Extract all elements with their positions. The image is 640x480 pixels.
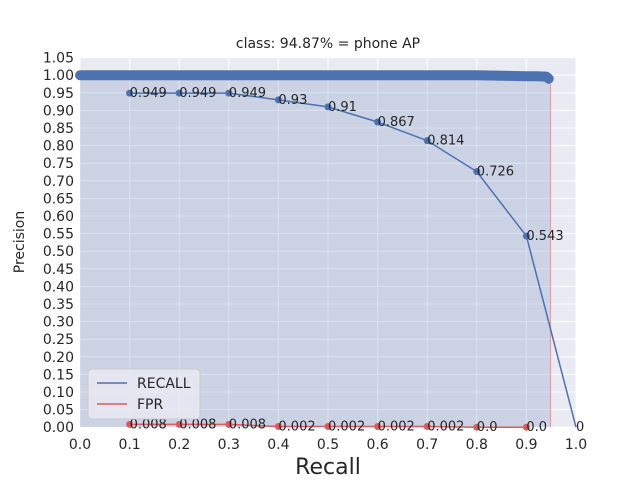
series-line-recall [129, 92, 577, 428]
x-tick-label: 0.5 [317, 437, 339, 453]
y-tick-label: 0.80 [43, 139, 74, 155]
series-layer [126, 89, 577, 431]
data-point-recall [374, 118, 382, 126]
x-tick-label: 0.4 [267, 437, 289, 453]
data-label-fpr: 0.008 [130, 417, 167, 432]
y-tick-label: 0.40 [43, 279, 74, 295]
y-tick-label: 0.60 [43, 209, 74, 225]
data-label-recall: 0.814 [427, 134, 464, 149]
y-tick-label: 1.05 [43, 51, 74, 67]
data-point-recall [522, 232, 530, 240]
chart-title: class: 94.87% = phone AP [236, 36, 420, 52]
y-tick-label: 0.55 [43, 227, 74, 243]
y-axis-label: Precision [12, 211, 28, 273]
y-tick-label: 1.00 [43, 68, 74, 84]
data-point-recall [324, 103, 332, 111]
data-label-recall: 0.543 [526, 229, 563, 244]
data-point-recall [175, 89, 183, 97]
data-point-recall [225, 89, 233, 97]
data-label-fpr: 0.002 [427, 419, 464, 434]
data-point-fpr [225, 420, 233, 428]
data-label-fpr: 0.008 [229, 417, 266, 432]
data-label-fpr: 0.008 [179, 417, 216, 432]
x-axis-ticks: 0.0 0.1 0.2 0.3 0.4 0.5 0.6 0.7 0.8 0.9 1.0 [69, 437, 587, 453]
y-axis-ticks: 0.000.05 0.10 0.150.20 0.250.30 0.35 0.400.45… [43, 51, 74, 437]
x-tick-label: 0.6 [366, 437, 388, 453]
y-tick-label: 0.70 [43, 174, 74, 190]
y-tick-label: 0.20 [43, 350, 74, 366]
data-point-recall [423, 137, 431, 145]
y-tick-label: 0.25 [43, 332, 74, 348]
data-point-recall [473, 168, 481, 176]
data-label-recall: 0.726 [477, 165, 514, 180]
y-tick-label: 0.75 [43, 156, 74, 172]
data-point-fpr [126, 420, 134, 428]
data-point-fpr [423, 422, 431, 430]
y-tick-label: 0.35 [43, 297, 74, 313]
y-tick-label: 0.30 [43, 315, 74, 331]
legend-label-recall: RECALL [137, 376, 191, 392]
data-label-fpr: 0.002 [378, 419, 415, 434]
x-tick-label: 0.7 [416, 437, 438, 453]
x-tick-label: 0.9 [515, 437, 537, 453]
legend-label-fpr: FPR [137, 397, 163, 413]
data-label-recall: 0.91 [328, 100, 357, 115]
x-tick-label: 0.3 [218, 437, 240, 453]
pr-curve [75, 70, 554, 84]
data-label-recall: 0.949 [229, 86, 266, 101]
data-label-recall: 0.949 [179, 86, 216, 101]
y-tick-label: 0.05 [43, 403, 74, 419]
data-point-fpr [374, 422, 382, 430]
y-tick-label: 0.85 [43, 121, 74, 137]
data-label-fpr: 0.0 [526, 420, 547, 435]
data-point-fpr [324, 422, 332, 430]
data-label-recall: 0.93 [278, 93, 307, 108]
x-axis-label: Recall [295, 455, 361, 480]
data-label-fpr: 0.002 [328, 419, 365, 434]
data-label-recall: 0 [576, 420, 584, 435]
x-tick-label: 0.1 [118, 437, 140, 453]
data-point-fpr [473, 423, 481, 431]
data-point-recall [126, 89, 134, 97]
y-tick-label: 0.50 [43, 244, 74, 260]
y-tick-label: 0.00 [43, 420, 74, 436]
data-point-recall [274, 96, 282, 104]
grid-lines [79, 57, 577, 428]
pr-curve-line [75, 70, 554, 84]
data-label-recall: 0.867 [378, 115, 415, 130]
x-tick-label: 1.0 [565, 437, 587, 453]
x-tick-label: 0.2 [168, 437, 190, 453]
legend-box [87, 368, 201, 420]
x-tick-label: 0.8 [466, 437, 488, 453]
y-tick-label: 0.15 [43, 367, 74, 383]
data-label-recall: 0.949 [130, 86, 167, 101]
y-tick-label: 0.90 [43, 103, 74, 119]
data-point-fpr [274, 422, 282, 430]
data-label-fpr: 0.0 [477, 420, 498, 435]
y-tick-label: 0.45 [43, 262, 74, 278]
y-tick-label: 0.10 [43, 385, 74, 401]
data-point-fpr [522, 423, 530, 431]
data-label-layer: 0.949 0.949 0.949 0.93 0.91 0.867 0.814 0.726 0.… [130, 86, 585, 435]
y-tick-label: 0.95 [43, 86, 74, 102]
y-tick-label: 0.65 [43, 191, 74, 207]
data-point-fpr [175, 420, 183, 428]
legend: RECALL FPR [87, 368, 201, 420]
x-tick-label: 0.0 [69, 437, 91, 453]
data-label-fpr: 0.002 [278, 419, 315, 434]
